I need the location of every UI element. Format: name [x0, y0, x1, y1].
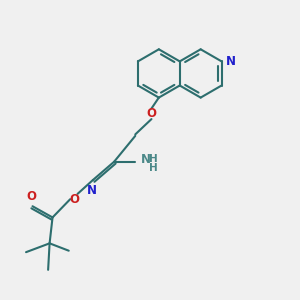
- Text: N: N: [225, 55, 236, 68]
- Text: O: O: [26, 190, 36, 203]
- Text: O: O: [70, 193, 80, 206]
- Text: H: H: [149, 163, 158, 173]
- Text: N: N: [86, 184, 96, 196]
- Text: H: H: [149, 154, 158, 164]
- Text: N: N: [141, 153, 151, 166]
- Text: O: O: [146, 107, 157, 120]
